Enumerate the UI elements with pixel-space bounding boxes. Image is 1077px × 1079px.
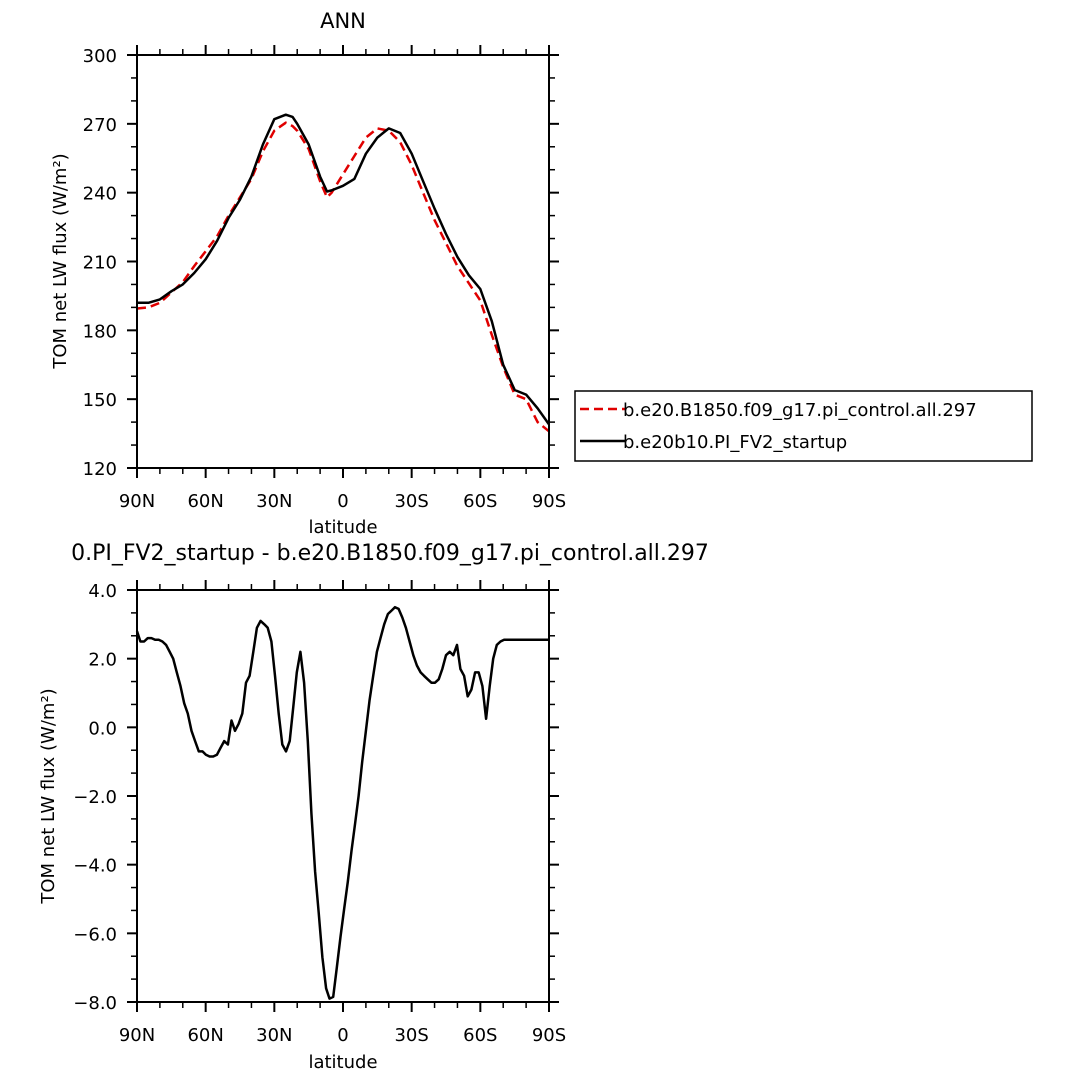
bottom-plot-frame <box>136 589 550 1003</box>
y-tick-label: 240 <box>83 184 117 205</box>
y-tick-label: 210 <box>83 253 117 274</box>
top-panel-title: ANN <box>320 9 366 33</box>
x-tick-label: 60S <box>463 1025 497 1046</box>
legend-box <box>574 390 1033 462</box>
y-tick-label: 180 <box>83 321 117 342</box>
y-tick-label: 4.0 <box>88 581 117 602</box>
top-x-axis-label: latitude <box>308 517 377 538</box>
x-tick-label: 30N <box>256 491 292 512</box>
x-tick-label: 0 <box>337 1025 348 1046</box>
y-tick-label: 270 <box>83 115 117 136</box>
x-tick-label: 30S <box>394 1025 428 1046</box>
x-tick-label: 60N <box>187 491 223 512</box>
y-tick-label: 0.0 <box>88 718 117 739</box>
legend-label-series-2: b.e20b10.PI_FV2_startup <box>623 432 847 453</box>
bottom-panel: 0.PI_FV2_startup - b.e20.B1850.f09_g17.p… <box>38 541 709 1073</box>
bottom-x-axis-label: latitude <box>308 1052 377 1073</box>
legend: b.e20.B1850.f09_g17.pi_control.all.297 b… <box>574 390 1033 462</box>
x-tick-label: 30N <box>256 1025 292 1046</box>
x-tick-label: 90N <box>119 1025 155 1046</box>
x-tick-label: 90N <box>119 491 155 512</box>
bottom-y-axis-label: TOM net LW flux (W/m²) <box>38 688 59 904</box>
top-plot-frame <box>136 54 550 469</box>
top-y-axis-label: TOM net LW flux (W/m²) <box>50 153 71 369</box>
x-tick-label: 60N <box>187 1025 223 1046</box>
y-tick-label: 120 <box>83 459 117 480</box>
y-tick-label: −6.0 <box>73 924 117 945</box>
y-tick-label: −8.0 <box>73 993 117 1014</box>
series-line-1 <box>135 605 550 1000</box>
x-tick-label: 90S <box>532 491 566 512</box>
x-tick-label: 60S <box>463 491 497 512</box>
series-line-2 <box>137 113 551 426</box>
legend-label-series-1: b.e20.B1850.f09_g17.pi_control.all.297 <box>623 400 977 421</box>
y-tick-label: 150 <box>83 390 117 411</box>
top-panel: ANN 90N 60N 30N 0 30S 60S 90S 120 150 180 210 240 27… <box>50 9 1033 538</box>
x-tick-label: 30S <box>394 491 428 512</box>
y-tick-label: −2.0 <box>73 787 117 808</box>
y-tick-label: 300 <box>83 46 117 67</box>
y-tick-label: −4.0 <box>73 856 117 877</box>
x-tick-label: 90S <box>532 1025 566 1046</box>
bottom-panel-title: 0.PI_FV2_startup - b.e20.B1850.f09_g17.p… <box>71 541 709 566</box>
y-tick-label: 2.0 <box>88 650 117 671</box>
series-line-1 <box>136 121 550 433</box>
x-tick-label: 0 <box>337 491 348 512</box>
